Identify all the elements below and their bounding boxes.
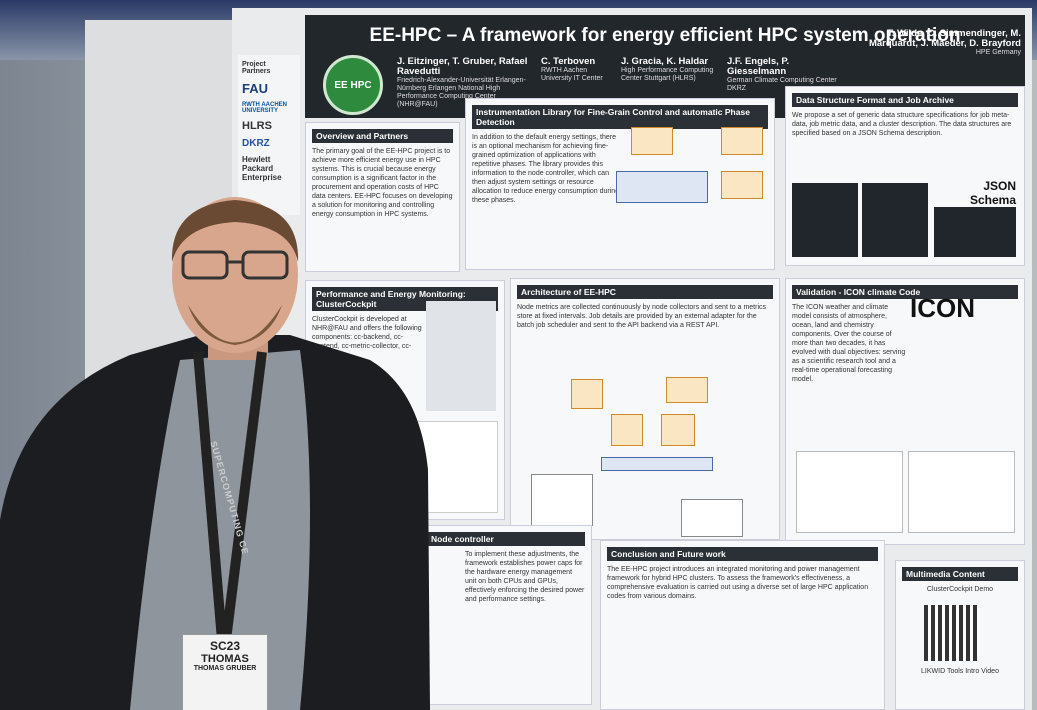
code-image (934, 207, 1016, 257)
partner-logo: RWTH AACHEN UNIVERSITY (242, 102, 287, 114)
author-group: C. Terboven RWTH Aachen University IT Cen… (541, 57, 615, 83)
affiliation: High Performance Computing Center Stuttg… (621, 67, 714, 82)
partners-heading: Project Partners (242, 61, 271, 75)
glasses (241, 250, 289, 280)
author-group: J. Gracia, K. Haldar High Performance Com… (621, 57, 721, 83)
hair (171, 200, 299, 262)
diagram-box (681, 499, 743, 537)
section-heading: Validation - ICON climate Code (792, 285, 1018, 299)
author-names: T. Wilde, C. Simmendinger, M. Marquardt,… (868, 28, 1021, 49)
shirt (130, 350, 310, 710)
video-label: LIKWID Tools Intro Video (921, 668, 999, 675)
section-body: The ICON weather and climate model consi… (792, 304, 906, 383)
plot-image (796, 451, 903, 533)
section-heading: Node controller (427, 532, 585, 546)
diagram-box (721, 171, 763, 199)
partner-logo: FAU (242, 81, 268, 96)
logo: EE HPC (323, 55, 383, 115)
section: Conclusion and Future work The EE-HPC pro… (600, 540, 885, 710)
section: Overview and Partners The primary goal of… (305, 122, 460, 272)
json-label: JSON Schema (969, 179, 1016, 207)
diagram-box (616, 171, 708, 203)
diagram-box (611, 414, 643, 446)
plot-image (908, 451, 1015, 533)
section: Node controller To implement these adjust… (420, 525, 592, 705)
section: Multimedia Content ClusterCockpit Demo LI… (895, 560, 1025, 710)
section-body: In addition to the default energy settin… (472, 134, 620, 204)
section-heading: Data Structure Format and Job Archive (792, 93, 1018, 107)
author-group: J.F. Engels, P. Giesselmann German Climat… (727, 57, 847, 93)
section-body: We propose a set of generic data structu… (792, 112, 1012, 137)
qr-code (924, 605, 980, 661)
author-group: J. Eitzinger, T. Gruber, Rafael Ravedutt… (397, 57, 537, 109)
diagram-box (661, 414, 695, 446)
lanyard-strap (193, 351, 267, 641)
partners: Project Partners FAU RWTH AACHEN UNIVERS… (238, 55, 300, 215)
diagram-box (531, 474, 593, 526)
author-names: J. Gracia, K. Haldar (621, 56, 709, 67)
affiliation: Friedrich-Alexander-Universität Erlangen… (397, 77, 526, 108)
diagram-box (721, 127, 763, 155)
author-names: J. Eitzinger, T. Gruber, Rafael Ravedutt… (397, 56, 528, 77)
affiliation: HPE Germany (975, 49, 1021, 56)
section-heading: Instrumentation Library for Fine-Grain C… (472, 105, 768, 129)
diagram-box (601, 457, 713, 471)
poster-title: EE-HPC – A framework for energy efficien… (369, 25, 961, 46)
author-names: J.F. Engels, P. Giesselmann (727, 56, 790, 77)
badge-first-name: THOMAS (201, 653, 249, 665)
badge-event: SC23 (209, 639, 241, 653)
diagram-box (666, 377, 708, 403)
beard (188, 305, 282, 345)
section-body: The EE-HPC project introduces an integra… (607, 566, 869, 600)
section-body: The primary goal of the EE-HPC project i… (312, 148, 453, 218)
glasses (181, 250, 229, 280)
section: Architecture of EE-HPC Node metrics are c… (510, 278, 780, 540)
section-body: Node metrics are collected continuously … (517, 304, 767, 329)
section-heading: Multimedia Content (902, 567, 1018, 581)
code-image (862, 183, 928, 257)
badge-full-name: THOMAS GRUBER (193, 665, 257, 672)
partner-logo: HLRS (242, 120, 272, 132)
partner-logo: DKRZ (242, 138, 270, 149)
affiliation: German Climate Computing Center DKRZ (727, 77, 837, 92)
author-group: T. Wilde, C. Simmendinger, M. Marquardt,… (853, 29, 1021, 57)
section: Instrumentation Library for Fine-Grain C… (465, 98, 775, 270)
face (172, 197, 298, 353)
diagram-box (571, 379, 603, 409)
partner-logo: Hewlett Packard Enterprise (242, 155, 282, 182)
diagram-box (631, 127, 673, 155)
author-names: C. Terboven (541, 56, 596, 67)
icon-logo: ICON (910, 293, 975, 323)
screenshot (426, 301, 496, 411)
code-image (792, 183, 858, 257)
section: Data Structure Format and Job Archive We … (785, 86, 1025, 266)
section-body: ClusterCockpit Demo (926, 586, 994, 593)
section-heading: Overview and Partners (312, 129, 453, 143)
affiliation: RWTH Aachen University IT Center (541, 67, 603, 82)
section: Validation - ICON climate Code The ICON w… (785, 278, 1025, 545)
section-body: To implement these adjustments, the fram… (465, 551, 585, 603)
section-heading: Conclusion and Future work (607, 547, 878, 561)
badge: SC23 THOMAS THOMAS GRUBER (182, 634, 268, 710)
section-heading: Architecture of EE-HPC (517, 285, 773, 299)
